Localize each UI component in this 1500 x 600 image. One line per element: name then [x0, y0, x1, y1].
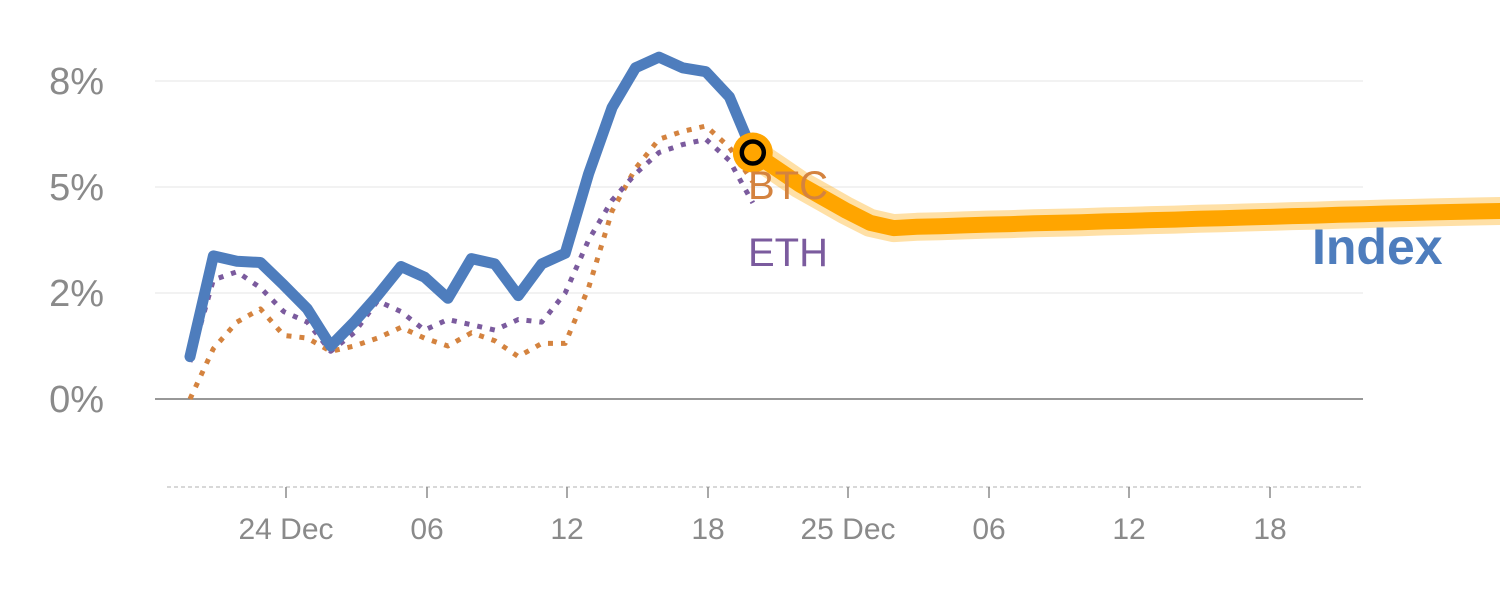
btc-series-label: BTC [748, 164, 828, 208]
grid [155, 80, 1363, 400]
y-axis-ticks: 0% 2% 5% 8% [49, 61, 104, 421]
x-axis: 24 Dec 06 12 18 25 Dec 06 12 18 [167, 486, 1363, 546]
x-tick-label: 12 [550, 513, 583, 546]
series-line-btc [187, 123, 755, 401]
x-tick-label: 18 [691, 513, 724, 546]
marker-layer [732, 132, 773, 173]
series-line-index [184, 51, 759, 363]
index-series-label: Index [1312, 219, 1443, 275]
projection-layer [738, 138, 1500, 243]
y-tick-label: 0% [49, 379, 104, 421]
y-tick-label: 2% [49, 273, 104, 315]
y-tick-label: 8% [49, 61, 104, 103]
eth-series-label: ETH [748, 231, 828, 275]
y-tick-label: 5% [49, 167, 104, 209]
projection-line [748, 145, 1500, 237]
x-tick-label: 24 Dec [238, 513, 333, 546]
series-layer [184, 51, 759, 401]
series-line-eth [187, 136, 755, 363]
current-point-marker [739, 139, 767, 166]
x-tick-label: 06 [410, 513, 443, 546]
x-tick-label: 06 [972, 513, 1005, 546]
x-tick-label: 12 [1112, 513, 1145, 546]
x-tick-label: 25 Dec [800, 513, 895, 546]
x-tick-label: 18 [1253, 513, 1286, 546]
